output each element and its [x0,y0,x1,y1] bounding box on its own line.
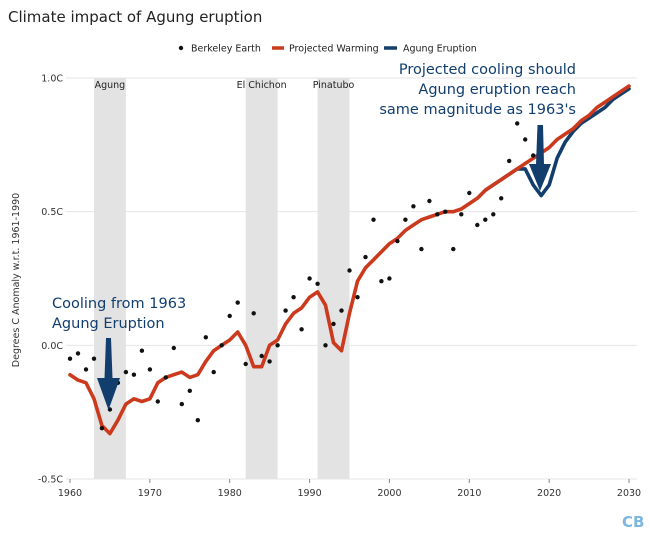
y-tick-label: 0.0C [41,341,63,352]
data-point-berkeley-earth [219,343,224,348]
x-tick-label: 2030 [617,488,641,499]
data-point-berkeley-earth [243,361,248,367]
annotation-cooling-1963: Cooling from 1963 Agung Eruption [52,296,186,410]
data-point-berkeley-earth [347,268,352,273]
data-point-berkeley-earth [99,426,105,431]
data-point-berkeley-earth [203,335,208,340]
data-point-berkeley-earth [275,343,280,348]
series-line-projected-warming [68,84,631,436]
annotation-projected-cooling: Projected cooling should Agung eruption … [379,62,576,191]
data-point-berkeley-earth [475,222,480,228]
annotation-cooling-1963-line-1: Cooling from 1963 [52,296,186,312]
y-axis: -0.5C 0.0C 0.5C 1.0C [38,74,64,486]
carbon-brief-logo: CB [622,513,644,531]
data-point-berkeley-earth [259,353,264,359]
annotation-projected-cooling-line-2: Agung eruption reach [418,82,576,98]
x-tick-label: 1990 [297,488,321,499]
data-point-berkeley-earth [379,279,384,284]
eruption-bands: Agung El Chichon Pinatubo [93,78,355,479]
data-point-berkeley-earth [411,204,416,209]
data-point-berkeley-earth [331,321,336,327]
data-point-berkeley-earth [491,212,496,217]
x-tick-label: 2020 [537,488,561,499]
grid [66,77,637,480]
x-tick-label: 1960 [58,488,82,499]
data-point-berkeley-earth [75,351,81,356]
data-point-berkeley-earth [355,295,360,300]
data-point-berkeley-earth [67,356,73,361]
legend-label-agung: Agung Eruption [403,44,477,55]
data-point-berkeley-earth [371,217,376,222]
data-point-berkeley-earth [83,367,89,372]
x-tick-label: 2000 [377,488,401,499]
data-point-berkeley-earth [307,276,312,281]
data-point-berkeley-earth [227,313,232,319]
data-point-berkeley-earth [339,308,344,313]
y-tick-label: 0.5C [41,207,63,218]
data-point-berkeley-earth [251,311,256,316]
data-point-berkeley-earth [139,348,145,353]
x-tick-label: 2010 [457,488,481,499]
x-axis: 1960 1970 1980 1990 2000 2010 2020 2030 [58,479,641,499]
annotation-projected-cooling-arrow [529,125,551,191]
data-point-berkeley-earth [483,217,488,222]
data-point-berkeley-earth [507,158,512,164]
data-point-berkeley-earth [211,369,216,375]
data-point-berkeley-earth [131,372,137,377]
data-point-berkeley-earth [235,300,240,305]
data-point-berkeley-earth [395,238,400,244]
band-pinatubo [317,78,350,479]
data-point-berkeley-earth [443,209,448,214]
series-layer [67,84,631,436]
annotation-cooling-1963-line-2: Agung Eruption [52,316,165,332]
data-point-berkeley-earth [403,217,408,222]
x-tick-label: 1980 [218,488,242,499]
band-label-agung: Agung [95,80,126,91]
data-point-berkeley-earth [451,246,456,252]
data-point-berkeley-earth [147,367,153,372]
data-point-berkeley-earth [467,190,472,196]
legend-label-projected: Projected Warming [289,44,379,55]
data-point-berkeley-earth [315,281,320,286]
annotation-projected-cooling-line-1: Projected cooling should [399,62,576,78]
data-point-berkeley-earth [195,418,200,423]
data-point-berkeley-earth [187,388,192,393]
data-point-berkeley-earth [123,369,129,375]
data-point-berkeley-earth [515,121,520,126]
data-point-berkeley-earth [163,375,168,380]
legend: Berkeley Earth Projected Warming Agung E… [178,44,477,55]
data-point-berkeley-earth [427,198,432,204]
legend-marker-berkeley [178,45,184,51]
y-tick-label: -0.5C [38,475,64,486]
chart-title: Climate impact of Agung eruption [8,8,262,26]
data-point-berkeley-earth [171,345,176,351]
legend-label-berkeley: Berkeley Earth [191,44,261,55]
band-el-chichon [245,78,278,479]
data-point-berkeley-earth [499,196,504,201]
y-axis-label: Degrees C Anomaly w.r.t. 1961-1990 [11,193,22,367]
data-point-berkeley-earth [179,401,184,407]
data-point-berkeley-earth [155,399,160,404]
data-point-berkeley-earth [531,153,536,158]
x-tick-label: 1970 [138,488,162,499]
data-point-berkeley-earth [387,276,392,281]
data-point-berkeley-earth [299,327,304,332]
data-point-berkeley-earth [523,137,528,142]
data-point-berkeley-earth [459,212,464,217]
data-point-berkeley-earth [283,308,288,313]
y-tick-label: 1.0C [41,74,63,85]
band-label-pinatubo: Pinatubo [313,80,355,91]
data-point-berkeley-earth [291,295,296,300]
data-point-berkeley-earth [323,343,328,348]
annotation-cooling-1963-arrow [97,338,120,410]
annotation-projected-cooling-line-3: same magnitude as 1963's [379,102,576,118]
data-point-berkeley-earth [91,356,97,361]
data-point-berkeley-earth [267,359,272,364]
data-point-berkeley-earth [419,246,424,252]
data-point-berkeley-earth [435,212,440,217]
data-point-berkeley-earth [363,254,368,260]
band-label-el-chichon: El Chichon [237,80,287,91]
